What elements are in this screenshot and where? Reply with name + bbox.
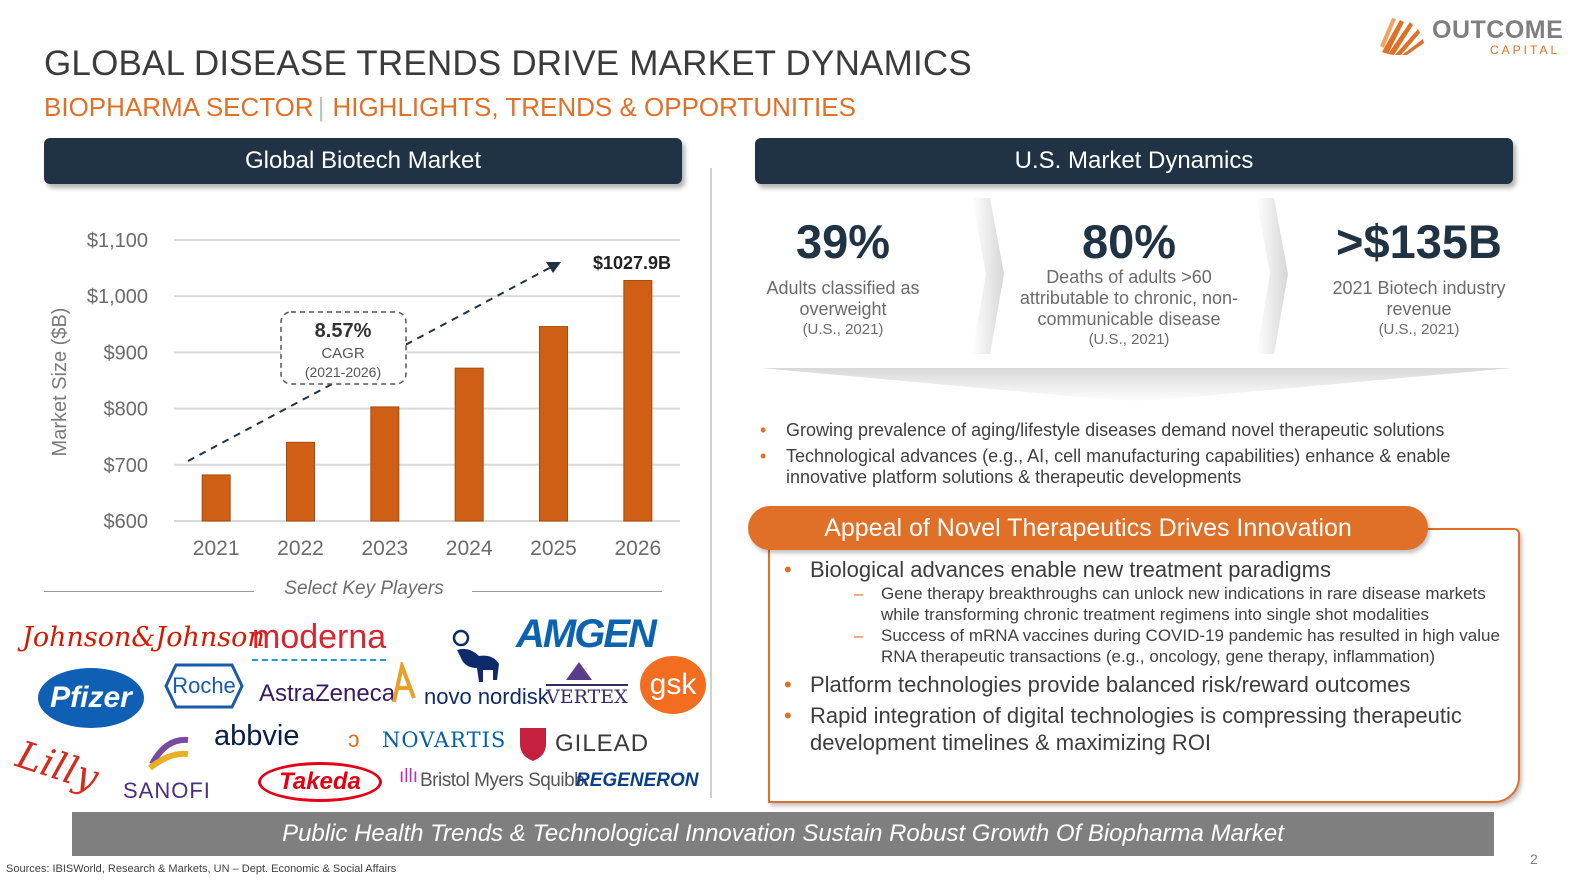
logo-gsk: gsk xyxy=(640,656,706,714)
appeal-point-1: Biological advances enable new treatment… xyxy=(782,556,1512,583)
cagr-period: (2021-2026) xyxy=(305,364,381,380)
cagr-label: CAGR xyxy=(321,345,365,362)
logo-moderna: moderna xyxy=(252,618,387,661)
logo-pfizer: Pfizer xyxy=(38,668,144,728)
bar-2023 xyxy=(370,406,400,522)
appeal-point-3: Rapid integration of digital technologie… xyxy=(782,702,1512,756)
vertex-triangle-icon xyxy=(564,660,594,687)
logo-name: OUTCOME xyxy=(1432,16,1564,44)
y-tick-label: $800 xyxy=(104,399,149,421)
stat-overweight-value: 39% xyxy=(795,215,891,268)
logo-amgen: AMGEN xyxy=(516,612,657,656)
outcome-capital-logo: OUTCOME CAPITAL xyxy=(1378,12,1568,60)
bar-2022 xyxy=(286,441,315,522)
roche-text: Roche xyxy=(172,673,236,698)
subtitle-separator: | xyxy=(317,92,325,122)
stat-deaths-year: (U.S., 2021) xyxy=(1088,331,1170,348)
y-tick-label: $700 xyxy=(104,455,149,477)
novo-nordisk-bull-icon xyxy=(449,628,505,691)
gilead-shield-icon xyxy=(518,726,548,767)
logo-johnson-johnson: Johnson&Johnson xyxy=(22,622,265,653)
logo-lilly: Lilly xyxy=(11,732,104,800)
trend-bullets: Growing prevalence of aging/lifestyle di… xyxy=(758,420,1518,493)
sources-note: Sources: IBISWorld, Research & Markets, … xyxy=(6,863,397,875)
stat-deaths-value: 80% xyxy=(1081,215,1177,268)
x-tick-label: 2021 xyxy=(193,537,240,560)
y-axis-label: Market Size ($B) xyxy=(49,308,71,457)
trend-bullet-2: Technological advances (e.g., AI, cell m… xyxy=(758,446,1518,488)
appeal-subpoint-2: Success of mRNA vaccines during COVID-19… xyxy=(782,625,1512,667)
y-tick-label: $1,100 xyxy=(87,230,148,252)
trend-arrow-head xyxy=(546,262,561,273)
cagr-value: 8.57% xyxy=(315,320,372,342)
appeal-title: Appeal of Novel Therapeutics Drives Inno… xyxy=(748,506,1428,550)
panel-divider xyxy=(710,168,712,798)
stat-revenue-desc: 2021 Biotech industry revenue xyxy=(1332,278,1506,319)
stat-overweight-desc: Adults classified as overweight xyxy=(766,278,920,319)
summary-banner: Public Health Trends & Technological Inn… xyxy=(72,812,1494,856)
stat-revenue-value: >$135B xyxy=(1336,215,1502,268)
stats-background xyxy=(760,198,1512,402)
x-tick-label: 2022 xyxy=(277,537,324,560)
logo-novartis: NOVARTIS xyxy=(382,728,507,752)
key-players-divider: Select Key Players xyxy=(44,578,684,604)
logo-gilead: GILEAD xyxy=(555,730,650,757)
market-size-chart: $600 $700 $800 $900 $1,000 $1,100 2021 2022 2023… xyxy=(49,230,680,560)
logo-roche: Roche xyxy=(164,663,244,709)
stat-overweight-year: (U.S., 2021) xyxy=(802,321,884,338)
bar-value-label-2026: $1027.9B xyxy=(593,253,671,273)
logo-bristol-myers-squibb: Bristol Myers Squibb xyxy=(420,770,585,791)
x-tick-label: 2024 xyxy=(446,537,493,560)
logo-sub: CAPITAL xyxy=(1490,43,1561,57)
logo-vertex: VERTEX xyxy=(546,684,628,708)
x-tick-label: 2023 xyxy=(361,537,408,560)
page-title: GLOBAL DISEASE TRENDS DRIVE MARKET DYNAM… xyxy=(44,44,972,83)
stat-deaths-desc: Deaths of adults >60 attributable to chr… xyxy=(1019,267,1239,329)
sanofi-symbol-icon xyxy=(146,728,192,779)
bar-2021 xyxy=(201,474,231,522)
logo-sanofi: SANOFI xyxy=(123,778,211,803)
subtitle-left: BIOPHARMA SECTOR xyxy=(44,92,314,122)
chart-ticks: $600 $700 $800 $900 $1,000 $1,100 2021 2022 2023… xyxy=(87,230,661,560)
logo-regeneron: REGENERON xyxy=(576,770,699,791)
logo-takeda: Takeda xyxy=(258,762,382,802)
logo-abbvie: abbvie xyxy=(214,720,300,752)
cagr-callout xyxy=(280,311,407,385)
stat-overweight: 39% Adults classified as overweight (U.S… xyxy=(748,212,938,340)
chart-gridlines xyxy=(174,239,680,522)
bar-2025 xyxy=(539,326,568,522)
y-tick-label: $1,000 xyxy=(87,286,148,308)
x-tick-label: 2025 xyxy=(530,537,577,560)
us-market-header: U.S. Market Dynamics xyxy=(755,138,1513,184)
astrazeneca-symbol-icon xyxy=(386,658,416,709)
logo-novo-nordisk: novo nordisk xyxy=(424,684,549,709)
bar-2024 xyxy=(454,367,484,522)
logo-astrazeneca: AstraZeneca xyxy=(259,680,396,707)
appeal-point-2: Platform technologies provide balanced r… xyxy=(782,671,1512,698)
chart-bars xyxy=(201,280,653,522)
page-subtitle: BIOPHARMA SECTOR | HIGHLIGHTS, TRENDS & OP… xyxy=(44,92,856,123)
page-number: 2 xyxy=(1530,851,1538,867)
subtitle-right: HIGHLIGHTS, TRENDS & OPPORTUNITIES xyxy=(332,92,856,122)
bms-icon: ıllı xyxy=(399,766,418,787)
stat-revenue: >$135B 2021 Biotech industry revenue (U.… xyxy=(1316,212,1522,340)
bar-2026 xyxy=(623,280,653,522)
global-biotech-header: Global Biotech Market xyxy=(44,138,682,184)
y-tick-label: $900 xyxy=(104,342,149,364)
appeal-list: Biological advances enable new treatment… xyxy=(782,554,1512,756)
y-tick-label: $600 xyxy=(104,511,149,533)
stat-deaths: 80% Deaths of adults >60 attributable to… xyxy=(1000,212,1258,350)
key-players-label: Select Key Players xyxy=(284,578,444,599)
trend-bullet-1: Growing prevalence of aging/lifestyle di… xyxy=(758,420,1518,441)
x-tick-label: 2026 xyxy=(614,537,661,560)
novartis-flame-icon: ↄ xyxy=(348,726,360,752)
stat-revenue-year: (U.S., 2021) xyxy=(1378,321,1460,338)
appeal-subpoint-1: Gene therapy breakthroughs can unlock ne… xyxy=(782,583,1512,625)
sunburst-logo-icon xyxy=(1380,18,1424,55)
